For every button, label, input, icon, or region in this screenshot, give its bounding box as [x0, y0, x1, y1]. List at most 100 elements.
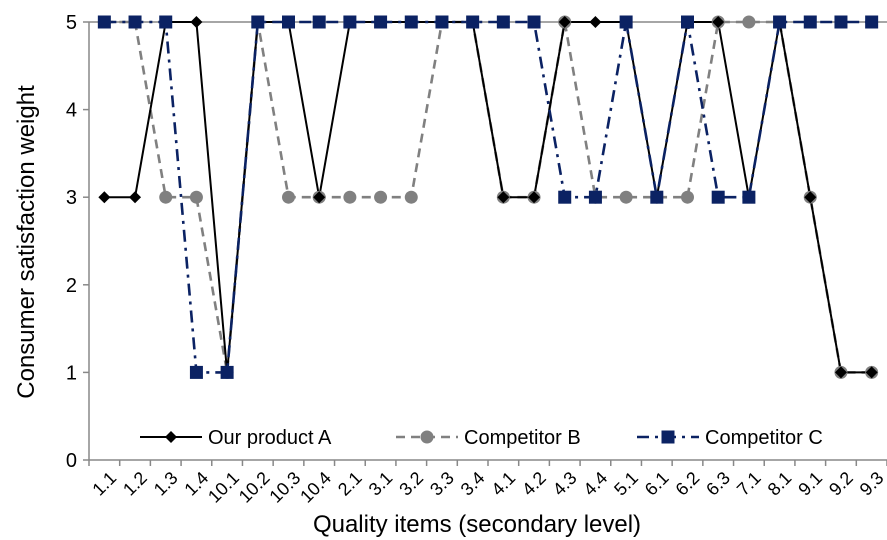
data-point [282, 190, 295, 204]
x-tick-label: 6.3 [702, 468, 734, 500]
x-tick-label: 4.3 [549, 468, 581, 500]
legend-item: Our product A [140, 427, 332, 449]
legend-label: Competitor B [464, 427, 581, 449]
data-point [527, 15, 541, 29]
y-tick-label: 5 [66, 12, 77, 34]
x-tick-label: 3.2 [395, 468, 427, 500]
legend-marker [661, 430, 675, 444]
series-line [104, 21, 872, 374]
series-line [104, 20, 872, 374]
legend-label: Competitor C [705, 427, 823, 449]
data-point [374, 190, 388, 204]
x-tick-label: 1.1 [88, 468, 120, 500]
data-point [128, 15, 142, 29]
x-tick-label: 10.3 [265, 468, 304, 507]
data-point [98, 191, 111, 204]
x-tick-label: 7.1 [733, 468, 765, 500]
legend-marker [420, 430, 434, 444]
data-point [343, 15, 357, 29]
legend-label: Our product A [208, 427, 332, 449]
x-tick-label: 3.3 [426, 468, 458, 500]
x-tick-label: 9.1 [794, 468, 826, 500]
data-point [589, 16, 602, 28]
data-point [159, 15, 173, 29]
data-point [312, 15, 326, 29]
y-tick-label: 2 [66, 275, 77, 297]
data-point [619, 15, 633, 29]
data-point [496, 15, 510, 29]
data-point [404, 190, 418, 204]
x-tick-label: 5.1 [610, 468, 642, 500]
series-1 [104, 20, 872, 374]
x-tick-label: 10.4 [296, 468, 335, 507]
x-tick-label: 9.3 [856, 468, 887, 500]
x-tick-label: 8.1 [764, 468, 796, 500]
legend-item: Competitor C [637, 427, 823, 449]
data-point [497, 191, 510, 204]
data-point [189, 365, 203, 379]
legend-marker [165, 431, 177, 443]
y-tick-label: 1 [66, 362, 77, 384]
x-tick-label: 10.2 [235, 468, 274, 507]
data-point [189, 190, 203, 204]
x-tick-label: 6.1 [641, 468, 673, 500]
series-markers-1 [97, 15, 879, 379]
x-tick-label: 1.2 [119, 468, 151, 500]
y-tick-label: 0 [66, 450, 77, 472]
data-point [404, 15, 418, 29]
legend: Our product A Competitor B Competitor C [140, 427, 823, 449]
data-point [220, 365, 234, 379]
y-axis-title: Consumer satisfaction weight [13, 85, 40, 399]
data-point [742, 15, 756, 29]
series-line [104, 20, 872, 374]
data-point [711, 190, 725, 204]
x-tick-label: 4.2 [518, 468, 550, 500]
data-point [803, 15, 817, 29]
data-point [681, 190, 694, 204]
data-point [374, 15, 388, 29]
data-point [558, 16, 571, 28]
data-point [97, 15, 111, 29]
data-point [251, 15, 265, 29]
data-point [865, 366, 878, 379]
x-tick-label: 10.1 [204, 468, 243, 507]
data-point [282, 15, 295, 29]
data-point [773, 15, 787, 29]
data-point [865, 15, 879, 29]
data-point [313, 191, 326, 204]
data-point [159, 190, 173, 204]
series-layer [97, 15, 879, 379]
data-point [650, 190, 664, 204]
y-tick-label: 4 [66, 100, 77, 122]
data-point [466, 15, 480, 29]
y-tick-label: 3 [66, 187, 77, 209]
data-point [742, 190, 756, 204]
x-tick-labels: 1.11.21.31.410.110.210.310.42.13.13.23.3… [88, 460, 887, 507]
data-point [834, 366, 847, 379]
data-point [343, 190, 357, 204]
x-tick-label: 4.1 [487, 468, 519, 500]
data-point [588, 190, 602, 204]
data-point [834, 15, 848, 29]
data-point [712, 16, 725, 28]
data-point [558, 190, 572, 204]
data-point [528, 191, 541, 204]
data-point [619, 190, 633, 204]
y-tick-labels: 0 1 2 3 4 5 [66, 12, 89, 472]
data-point [804, 191, 817, 204]
data-point [190, 16, 203, 28]
series-2 [104, 20, 872, 374]
data-point [129, 191, 142, 204]
x-tick-label: 9.2 [825, 468, 857, 500]
series-markers-2 [97, 15, 879, 379]
x-tick-label: 1.3 [150, 468, 182, 500]
x-tick-label: 6.2 [672, 468, 704, 500]
series-0 [104, 21, 872, 374]
data-point [681, 15, 694, 29]
series-markers-0 [98, 16, 878, 379]
x-tick-label: 4.4 [579, 468, 611, 500]
x-tick-label: 3.4 [457, 468, 489, 500]
x-axis-title: Quality items (secondary level) [313, 511, 641, 538]
legend-item: Competitor B [396, 427, 581, 449]
